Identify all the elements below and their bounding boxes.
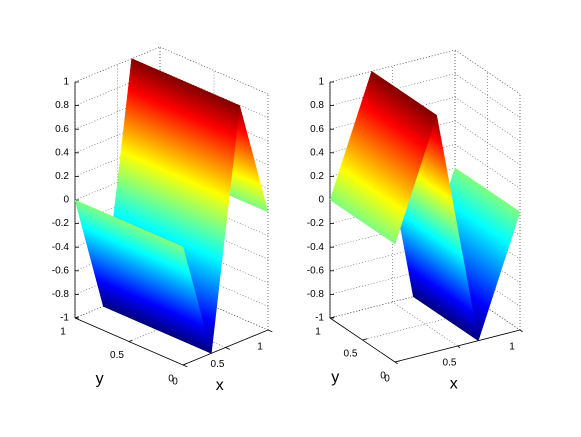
z-tick-label: -0.8 bbox=[52, 289, 70, 300]
y-tick-label: 1 bbox=[60, 327, 66, 338]
x-tick-label: 0.5 bbox=[211, 359, 225, 370]
y-tick bbox=[182, 363, 187, 366]
y-tick-label: 0 bbox=[380, 371, 386, 382]
grid-line bbox=[454, 49, 521, 95]
y-tick bbox=[362, 338, 368, 341]
grid-line bbox=[329, 214, 456, 248]
z-tick-label: 0.6 bbox=[55, 124, 69, 135]
z-tick-label: -0.4 bbox=[307, 242, 325, 253]
z-tick-label: -0.4 bbox=[52, 242, 70, 253]
grid-line bbox=[74, 46, 161, 83]
z-tick-label: -1 bbox=[60, 313, 69, 324]
grid-line bbox=[329, 96, 456, 130]
z-tick-label: 0.6 bbox=[310, 124, 324, 135]
y-tick-label: 0.5 bbox=[110, 350, 124, 361]
y-axis-label: y bbox=[331, 369, 339, 386]
z-tick-label: -0.2 bbox=[307, 218, 325, 229]
x-tick bbox=[182, 364, 188, 368]
x-axis-label: x bbox=[450, 376, 458, 393]
y-tick-label: 1 bbox=[315, 327, 321, 338]
y-axis-label: y bbox=[96, 370, 104, 387]
z-tick-label: 0 bbox=[318, 195, 324, 206]
x-tick-label: 0 bbox=[384, 374, 390, 385]
grid-line bbox=[329, 49, 456, 83]
z-tick-label: 0.8 bbox=[310, 100, 324, 111]
z-tick-label: 0 bbox=[63, 195, 69, 206]
x-tick bbox=[457, 345, 461, 349]
y-tick-label: 0 bbox=[168, 374, 174, 385]
y-tick-label: 0.5 bbox=[344, 349, 358, 360]
grid-line bbox=[329, 238, 456, 272]
z-tick-label: 0.4 bbox=[310, 147, 324, 158]
grid-line bbox=[329, 285, 456, 319]
box-edge bbox=[329, 49, 456, 83]
subplot: -1 -0.8 -0.6 -0.4 -0.2 0 0.2 0.4 0.6 0.8 1 0 0.5 1 0 0.… bbox=[52, 46, 273, 394]
x-tick bbox=[519, 329, 523, 333]
z-tick-label: -0.8 bbox=[307, 289, 325, 300]
surface-panel bbox=[329, 70, 437, 245]
grid-line bbox=[454, 96, 521, 142]
z-tick-label: 0.2 bbox=[55, 171, 69, 182]
x-tick bbox=[225, 347, 230, 350]
grid-line bbox=[392, 301, 458, 347]
y-tick bbox=[394, 360, 401, 363]
x-tick-label: 0.5 bbox=[443, 358, 457, 369]
x-axis-label: x bbox=[216, 377, 224, 394]
y-tick bbox=[74, 316, 79, 319]
z-tick-label: -1 bbox=[315, 313, 324, 324]
z-tick-label: -0.6 bbox=[307, 265, 325, 276]
grid-line bbox=[329, 191, 456, 224]
z-tick-label: 1 bbox=[63, 77, 69, 88]
grid-line bbox=[454, 73, 521, 118]
z-tick-label: 0.2 bbox=[310, 171, 324, 182]
x-tick-label: 1 bbox=[257, 342, 263, 353]
y-tick bbox=[128, 339, 133, 342]
x-tick-label: 0 bbox=[172, 377, 178, 388]
z-tick-label: 0.8 bbox=[55, 100, 69, 111]
surface-panel bbox=[74, 199, 212, 354]
grid-line bbox=[329, 262, 456, 295]
x-tick-label: 1 bbox=[509, 342, 515, 353]
grid-line bbox=[74, 93, 161, 130]
y-tick bbox=[329, 316, 336, 319]
x-tick bbox=[267, 329, 273, 333]
z-tick-label: 0.4 bbox=[55, 147, 69, 158]
subplot: -1 -0.8 -0.6 -0.4 -0.2 0 0.2 0.4 0.6 0.8 1 0 0.5 1 0 0.… bbox=[307, 49, 523, 393]
z-tick-label: 1 bbox=[318, 77, 324, 88]
z-tick-label: -0.6 bbox=[52, 265, 70, 276]
grid-line bbox=[362, 307, 488, 341]
grid-line bbox=[74, 70, 161, 106]
z-tick-label: -0.2 bbox=[52, 218, 70, 229]
grid-line bbox=[329, 73, 456, 106]
